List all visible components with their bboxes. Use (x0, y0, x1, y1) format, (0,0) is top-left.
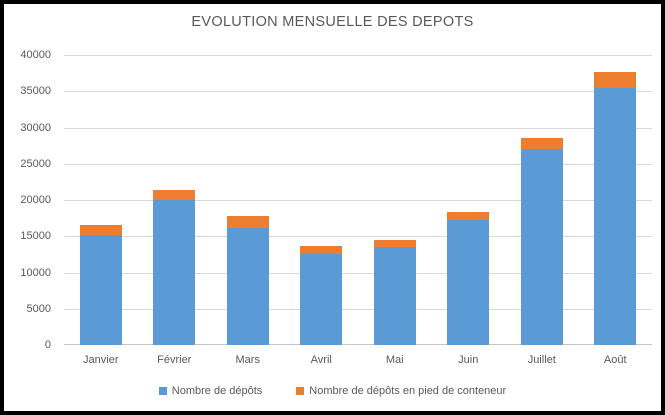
bar-segment-mars-series2 (226, 215, 269, 228)
bar-segment-aout-series2 (594, 72, 637, 89)
bar-segment-janvier-series1 (79, 234, 122, 345)
gridline (64, 236, 652, 238)
x-tick-label-mars: Mars (235, 354, 260, 366)
legend-item-label: Nombre de dépôts (171, 385, 263, 397)
bar-segment-juillet-series2 (520, 137, 563, 150)
gridline (64, 91, 652, 93)
y-tick-label: 0 (44, 339, 51, 351)
x-tick-label-juillet: Juillet (527, 354, 556, 366)
bar-segment-janvier-series2 (79, 224, 122, 235)
bar-segment-avril-series1 (300, 253, 343, 345)
bar-segment-aout-series1 (594, 88, 637, 345)
y-tick-label: 35000 (20, 85, 51, 98)
bar-segment-avril-series2 (300, 246, 343, 254)
x-axis-line (64, 344, 652, 345)
x-tick-label-avril: Avril (310, 354, 332, 366)
legend-item-label: Nombre de dépôts en pied de conteneur (309, 385, 507, 397)
y-tick-label: 15000 (20, 230, 51, 243)
plot-area (64, 55, 652, 345)
bar-segment-mai-series1 (373, 247, 416, 345)
legend: Nombre de dépôts Nombre de dépôts en pied… (4, 385, 661, 397)
y-axis-labels: 0 5000 10000 15000 20000 25000 30000 35000 40000 (4, 49, 56, 351)
y-tick-label: 40000 (20, 49, 51, 61)
gridline (64, 55, 652, 56)
bar-segment-mars-series1 (226, 227, 269, 345)
bar-segment-fevrier-series1 (153, 200, 196, 345)
x-tick-label-aout: Août (603, 354, 627, 366)
bar-segment-juin-series1 (447, 220, 490, 345)
bar-segment-juillet-series1 (520, 149, 563, 345)
x-tick-label-fevrier: Février (157, 354, 192, 366)
bar-segment-fevrier-series2 (153, 189, 196, 200)
y-tick-label: 5000 (26, 302, 51, 315)
y-tick-label: 10000 (20, 266, 51, 279)
bar-segment-mai-series2 (373, 239, 416, 248)
x-tick-label-mai: Mai (385, 354, 404, 366)
gridline (64, 200, 652, 201)
legend-item-series2: Nombre de dépôts en pied de conteneur (296, 385, 506, 397)
x-tick-label-juin: Juin (458, 354, 479, 366)
y-tick-label: 20000 (20, 194, 51, 206)
gridline (64, 308, 652, 310)
legend-swatch-icon (296, 387, 305, 395)
y-tick-label: 25000 (20, 157, 51, 170)
y-tick-label: 30000 (20, 121, 51, 134)
gridline (64, 272, 652, 274)
x-axis-labels: Janvier Février Mars Avril Mai Juin Juillet Aoû… (64, 354, 652, 366)
x-tick-label-janvier: Janvier (83, 354, 119, 366)
gridline (64, 127, 652, 129)
gridline (64, 163, 652, 165)
legend-swatch-icon (158, 387, 167, 395)
bar-segment-juin-series2 (447, 211, 490, 221)
legend-item-series1: Nombre de dépôts (158, 385, 263, 397)
chart-title: EVOLUTION MENSUELLE DES DEPOTS (191, 14, 474, 30)
